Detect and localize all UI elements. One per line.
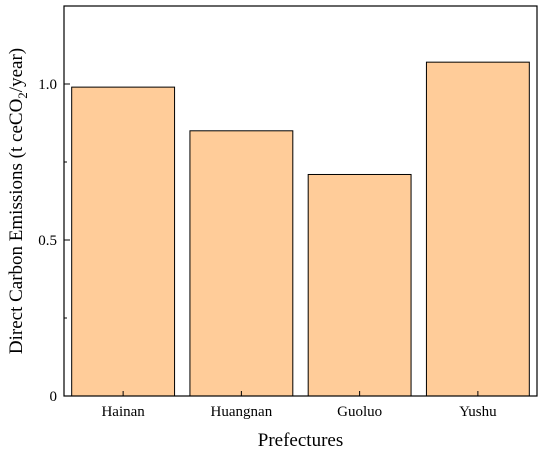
x-axis-label: Prefectures — [258, 430, 343, 451]
x-tick-label: Hainan — [101, 404, 145, 420]
plot-frame — [63, 5, 538, 397]
x-tick-label: Huangnan — [211, 404, 273, 420]
x-tick-label: Guoluo — [337, 404, 382, 420]
x-ticks-group: Hainan Huangnan Guoluo Yushu — [101, 391, 497, 420]
bar-hainan — [71, 86, 176, 397]
y-axis-label-part-1: Direct Carbon Emissions (t ceCO — [6, 99, 27, 354]
x-tick-label: Yushu — [459, 404, 497, 420]
bar-yushu — [425, 61, 530, 397]
bars-group — [71, 61, 530, 397]
y-tick-label: 0 — [50, 389, 58, 405]
y-tick-label: 0.5 — [38, 233, 57, 249]
y-axis-label-part-2: /year) — [6, 48, 27, 92]
y-ticks-group: 0 0.5 1.0 — [38, 77, 70, 405]
y-axis-label-subscript: 2 — [15, 92, 30, 99]
bar-huangnan — [189, 130, 294, 397]
y-axis-label: Direct Carbon Emissions (t ceCO2/year) — [6, 48, 30, 354]
y-tick-label: 1.0 — [38, 77, 57, 93]
bar-guoluo — [307, 173, 412, 397]
